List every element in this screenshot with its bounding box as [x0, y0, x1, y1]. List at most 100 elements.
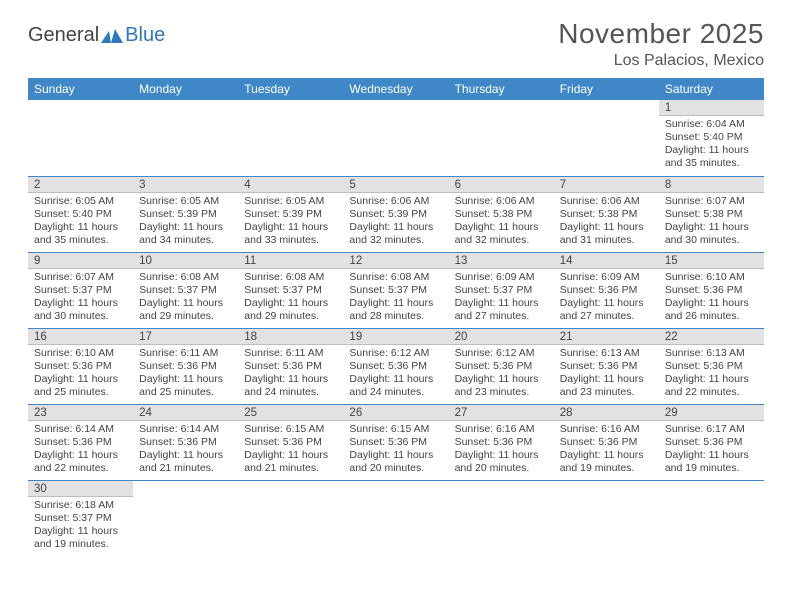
- day-line-ss: Sunset: 5:38 PM: [455, 208, 548, 221]
- calendar-day-cell: 23Sunrise: 6:14 AMSunset: 5:36 PMDayligh…: [28, 404, 133, 480]
- day-number: 17: [133, 329, 238, 345]
- day-line-sr: Sunrise: 6:09 AM: [455, 271, 548, 284]
- day-details: Sunrise: 6:15 AMSunset: 5:36 PMDaylight:…: [238, 421, 343, 479]
- day-line-ss: Sunset: 5:36 PM: [244, 360, 337, 373]
- calendar-day-cell: 8Sunrise: 6:07 AMSunset: 5:38 PMDaylight…: [659, 176, 764, 252]
- day-line-d1: Daylight: 11 hours: [560, 449, 653, 462]
- day-number: 6: [449, 177, 554, 193]
- day-line-sr: Sunrise: 6:09 AM: [560, 271, 653, 284]
- calendar-empty-cell: [343, 480, 448, 556]
- day-line-sr: Sunrise: 6:07 AM: [665, 195, 758, 208]
- day-line-ss: Sunset: 5:36 PM: [34, 436, 127, 449]
- weekday-header: Sunday: [28, 78, 133, 100]
- day-line-sr: Sunrise: 6:08 AM: [139, 271, 232, 284]
- day-line-ss: Sunset: 5:39 PM: [349, 208, 442, 221]
- calendar-day-cell: 9Sunrise: 6:07 AMSunset: 5:37 PMDaylight…: [28, 252, 133, 328]
- day-line-d2: and 21 minutes.: [139, 462, 232, 475]
- day-line-d2: and 35 minutes.: [665, 157, 758, 170]
- day-line-d1: Daylight: 11 hours: [665, 221, 758, 234]
- day-line-d2: and 21 minutes.: [244, 462, 337, 475]
- day-details: Sunrise: 6:07 AMSunset: 5:38 PMDaylight:…: [659, 193, 764, 251]
- day-line-d2: and 24 minutes.: [349, 386, 442, 399]
- day-line-ss: Sunset: 5:38 PM: [665, 208, 758, 221]
- day-line-d1: Daylight: 11 hours: [665, 449, 758, 462]
- day-line-ss: Sunset: 5:37 PM: [455, 284, 548, 297]
- day-line-d2: and 22 minutes.: [34, 462, 127, 475]
- day-line-ss: Sunset: 5:37 PM: [349, 284, 442, 297]
- day-line-sr: Sunrise: 6:18 AM: [34, 499, 127, 512]
- day-line-d1: Daylight: 11 hours: [139, 297, 232, 310]
- weekday-header: Saturday: [659, 78, 764, 100]
- day-line-ss: Sunset: 5:36 PM: [455, 436, 548, 449]
- day-number: 26: [343, 405, 448, 421]
- location-subtitle: Los Palacios, Mexico: [558, 52, 764, 70]
- day-details: Sunrise: 6:12 AMSunset: 5:36 PMDaylight:…: [449, 345, 554, 403]
- day-details: Sunrise: 6:08 AMSunset: 5:37 PMDaylight:…: [238, 269, 343, 327]
- day-line-ss: Sunset: 5:36 PM: [455, 360, 548, 373]
- calendar-day-cell: 19Sunrise: 6:12 AMSunset: 5:36 PMDayligh…: [343, 328, 448, 404]
- calendar-week-row: 23Sunrise: 6:14 AMSunset: 5:36 PMDayligh…: [28, 404, 764, 480]
- day-line-ss: Sunset: 5:39 PM: [139, 208, 232, 221]
- calendar-day-cell: 11Sunrise: 6:08 AMSunset: 5:37 PMDayligh…: [238, 252, 343, 328]
- day-number: 22: [659, 329, 764, 345]
- day-line-d2: and 30 minutes.: [34, 310, 127, 323]
- day-line-sr: Sunrise: 6:11 AM: [244, 347, 337, 360]
- day-number: 29: [659, 405, 764, 421]
- day-details: Sunrise: 6:06 AMSunset: 5:38 PMDaylight:…: [554, 193, 659, 251]
- day-number: 10: [133, 253, 238, 269]
- day-line-sr: Sunrise: 6:12 AM: [455, 347, 548, 360]
- calendar-empty-cell: [659, 480, 764, 556]
- calendar-day-cell: 28Sunrise: 6:16 AMSunset: 5:36 PMDayligh…: [554, 404, 659, 480]
- day-number: 27: [449, 405, 554, 421]
- day-line-d1: Daylight: 11 hours: [139, 373, 232, 386]
- day-line-d2: and 20 minutes.: [455, 462, 548, 475]
- day-line-d2: and 30 minutes.: [665, 234, 758, 247]
- calendar-day-cell: 5Sunrise: 6:06 AMSunset: 5:39 PMDaylight…: [343, 176, 448, 252]
- day-details: Sunrise: 6:07 AMSunset: 5:37 PMDaylight:…: [28, 269, 133, 327]
- day-line-d2: and 29 minutes.: [244, 310, 337, 323]
- day-number: 28: [554, 405, 659, 421]
- day-line-d1: Daylight: 11 hours: [665, 373, 758, 386]
- day-line-sr: Sunrise: 6:17 AM: [665, 423, 758, 436]
- day-line-sr: Sunrise: 6:05 AM: [244, 195, 337, 208]
- day-details: Sunrise: 6:08 AMSunset: 5:37 PMDaylight:…: [343, 269, 448, 327]
- day-line-d2: and 19 minutes.: [665, 462, 758, 475]
- day-line-d2: and 34 minutes.: [139, 234, 232, 247]
- day-details: Sunrise: 6:10 AMSunset: 5:36 PMDaylight:…: [659, 269, 764, 327]
- day-number: 7: [554, 177, 659, 193]
- day-details: Sunrise: 6:17 AMSunset: 5:36 PMDaylight:…: [659, 421, 764, 479]
- day-line-sr: Sunrise: 6:12 AM: [349, 347, 442, 360]
- calendar-day-cell: 18Sunrise: 6:11 AMSunset: 5:36 PMDayligh…: [238, 328, 343, 404]
- calendar-table: SundayMondayTuesdayWednesdayThursdayFrid…: [28, 78, 764, 556]
- day-line-d2: and 32 minutes.: [349, 234, 442, 247]
- flag-icon: [101, 29, 123, 43]
- day-details: Sunrise: 6:05 AMSunset: 5:39 PMDaylight:…: [238, 193, 343, 251]
- day-line-d2: and 25 minutes.: [34, 386, 127, 399]
- day-line-ss: Sunset: 5:39 PM: [244, 208, 337, 221]
- day-line-ss: Sunset: 5:40 PM: [34, 208, 127, 221]
- calendar-day-cell: 13Sunrise: 6:09 AMSunset: 5:37 PMDayligh…: [449, 252, 554, 328]
- day-line-d2: and 22 minutes.: [665, 386, 758, 399]
- day-line-ss: Sunset: 5:36 PM: [560, 360, 653, 373]
- day-number: 5: [343, 177, 448, 193]
- calendar-day-cell: 7Sunrise: 6:06 AMSunset: 5:38 PMDaylight…: [554, 176, 659, 252]
- day-line-ss: Sunset: 5:36 PM: [139, 436, 232, 449]
- calendar-day-cell: 10Sunrise: 6:08 AMSunset: 5:37 PMDayligh…: [133, 252, 238, 328]
- day-line-d2: and 23 minutes.: [560, 386, 653, 399]
- page-header: General Blue November 2025 Los Palacios,…: [28, 18, 764, 70]
- calendar-week-row: 1Sunrise: 6:04 AMSunset: 5:40 PMDaylight…: [28, 100, 764, 176]
- day-line-d2: and 35 minutes.: [34, 234, 127, 247]
- day-number: 8: [659, 177, 764, 193]
- day-line-d2: and 19 minutes.: [34, 538, 127, 551]
- weekday-header: Wednesday: [343, 78, 448, 100]
- calendar-day-cell: 29Sunrise: 6:17 AMSunset: 5:36 PMDayligh…: [659, 404, 764, 480]
- day-line-ss: Sunset: 5:36 PM: [665, 360, 758, 373]
- day-line-sr: Sunrise: 6:08 AM: [244, 271, 337, 284]
- day-details: Sunrise: 6:10 AMSunset: 5:36 PMDaylight:…: [28, 345, 133, 403]
- day-line-d2: and 33 minutes.: [244, 234, 337, 247]
- day-line-d1: Daylight: 11 hours: [455, 373, 548, 386]
- day-line-ss: Sunset: 5:36 PM: [349, 360, 442, 373]
- day-line-d1: Daylight: 11 hours: [455, 221, 548, 234]
- day-line-ss: Sunset: 5:36 PM: [244, 436, 337, 449]
- day-number: 15: [659, 253, 764, 269]
